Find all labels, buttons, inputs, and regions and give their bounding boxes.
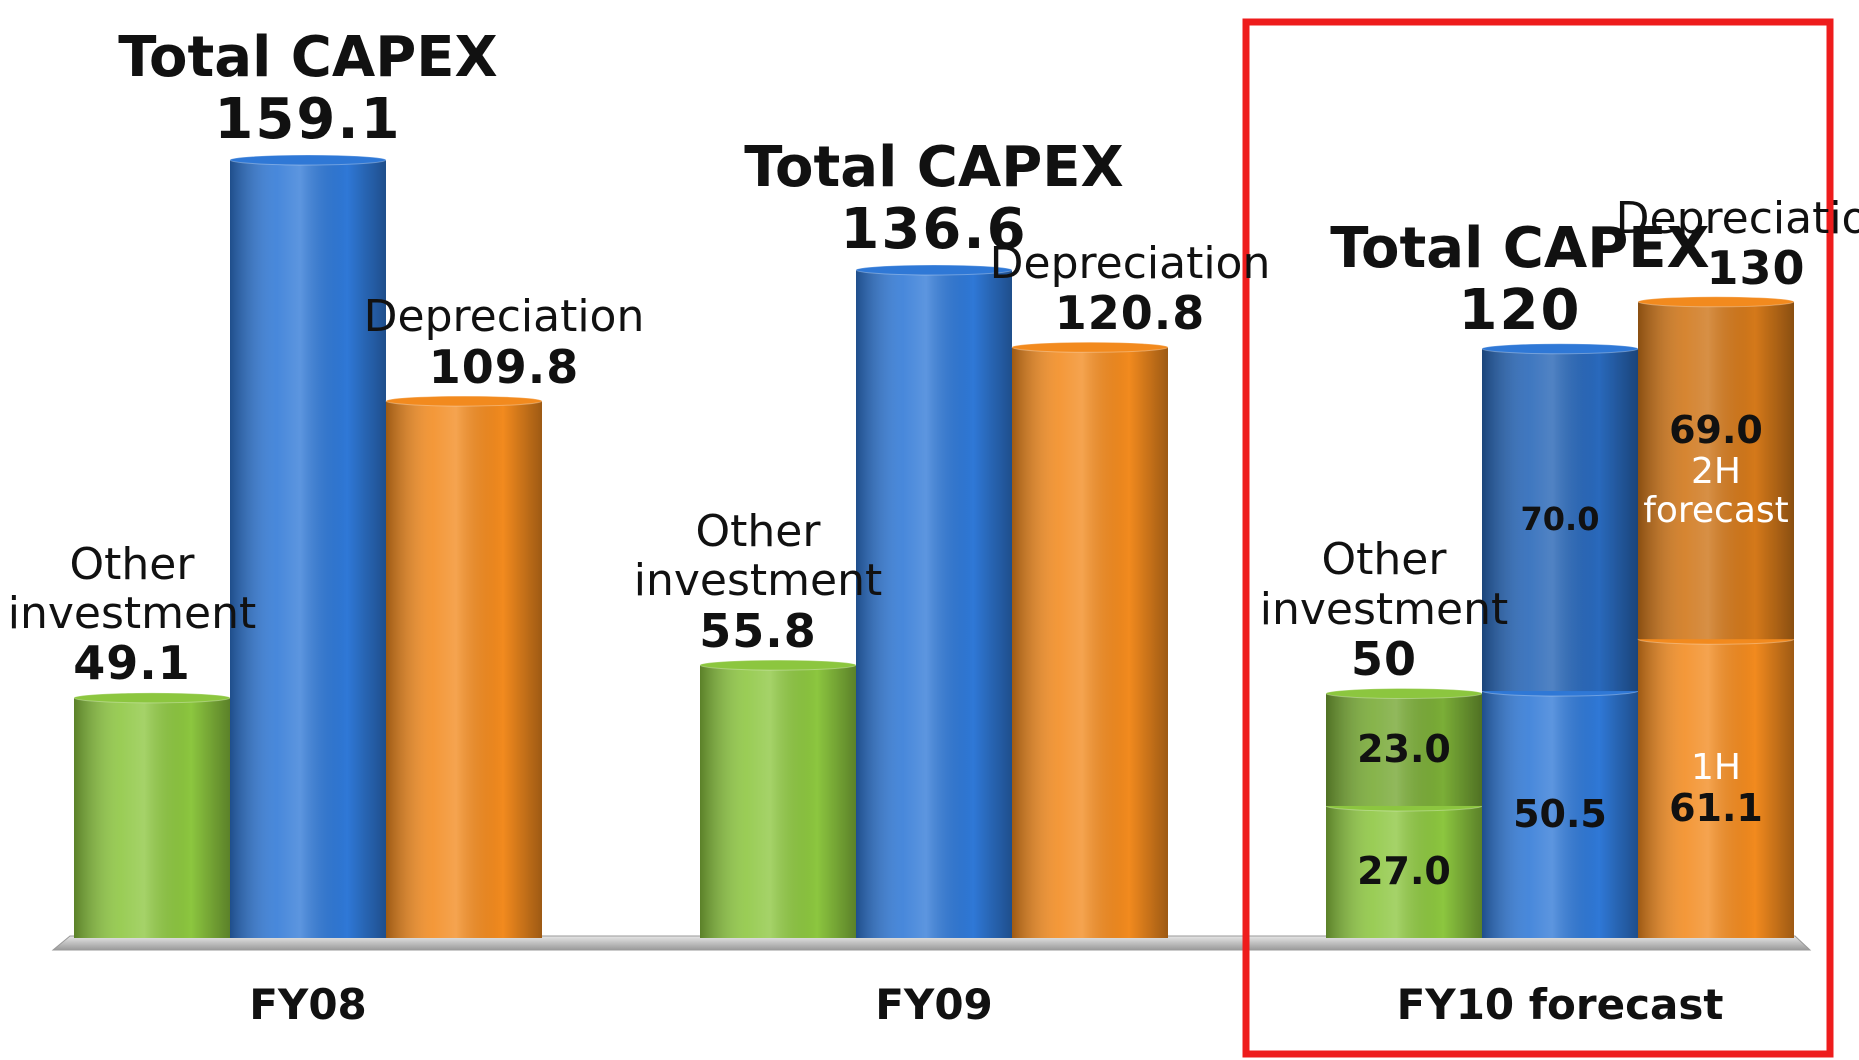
bar-label: Depreciation130 <box>1526 192 1859 295</box>
segment-label: 50.5 <box>1482 775 1638 855</box>
series-name: Depreciation <box>363 291 645 343</box>
x-tick-label: FY09 <box>875 980 993 1029</box>
bar-cap <box>1481 343 1639 355</box>
bar-cap <box>229 154 387 166</box>
floor <box>51 935 1812 951</box>
segment-value: 61.1 <box>1669 785 1763 830</box>
segment-value: 27.0 <box>1357 849 1451 894</box>
bar-cap <box>1011 341 1169 353</box>
bar-label: Total CAPEX 159.1 <box>78 24 538 153</box>
bar-shading <box>1012 347 1168 938</box>
bar-shading <box>700 665 856 938</box>
bar-shading <box>1638 301 1794 640</box>
bar-shading <box>386 401 542 939</box>
segment-label: 70.0 <box>1482 480 1638 560</box>
series-name: Total CAPEX <box>1330 215 1710 281</box>
bar-cap <box>855 264 1013 276</box>
value-label: 130 <box>1706 240 1806 295</box>
series-name: Depreciation <box>1615 192 1859 244</box>
bar-shading <box>1326 805 1482 938</box>
bar-label: Total CAPEX 136.6 <box>704 134 1164 263</box>
bar-label: Other investment 49.1 <box>7 540 257 690</box>
bar-cap <box>385 395 543 407</box>
bar-cap <box>73 692 231 704</box>
bar-shading <box>230 160 386 938</box>
bar-shading <box>856 270 1012 938</box>
bar-shading <box>1326 693 1482 806</box>
bar-shading <box>1482 348 1638 692</box>
series-name: Total CAPEX <box>118 24 498 90</box>
bar-label: Depreciation 109.8 <box>274 292 734 393</box>
bar-label: Total CAPEX 120 <box>1290 215 1750 344</box>
value-label: 120.8 <box>1054 285 1206 340</box>
value-label: 55.8 <box>699 603 817 658</box>
bar-label: Other investment 50 <box>1259 535 1509 685</box>
value-label: 120 <box>1458 278 1582 344</box>
bar-label: Depreciation 120.8 <box>900 237 1360 340</box>
bar-cap <box>1325 687 1483 699</box>
segment-value: 50.5 <box>1513 791 1607 836</box>
segment-name: 1H <box>1691 746 1741 788</box>
value-label: 159.1 <box>214 87 402 153</box>
bar-cap <box>1637 296 1795 308</box>
value-label: 136.6 <box>840 197 1028 263</box>
segment-label: 69.0 2H forecast <box>1638 409 1794 531</box>
value-label: 109.8 <box>428 339 580 394</box>
bar-shading <box>1482 691 1638 938</box>
highlight-frame <box>1242 18 1834 1058</box>
series-name: Other investment <box>1259 534 1509 635</box>
series-name: Depreciation <box>989 237 1271 289</box>
segment-name: 2H forecast <box>1643 450 1789 532</box>
series-name: Other investment <box>633 506 883 607</box>
bar-shading <box>1638 301 1794 640</box>
x-tick-label: FY10 forecast <box>1396 980 1724 1029</box>
bar-shading <box>1638 639 1794 938</box>
segment-label: 23.0 <box>1326 710 1482 790</box>
segment-label: 1H 61.1 <box>1638 748 1794 830</box>
value-label: 49.1 <box>73 636 191 691</box>
bar-cap <box>699 659 857 671</box>
x-tick-label: FY08 <box>249 980 367 1029</box>
segment-value: 23.0 <box>1357 726 1451 771</box>
bar-shading <box>74 697 230 938</box>
bar-label: Other investment 55.8 <box>633 507 883 657</box>
series-name: Other investment <box>7 538 257 640</box>
segment-value: 70.0 <box>1520 500 1600 539</box>
series-name: Total CAPEX <box>744 134 1124 200</box>
bar-shading <box>1326 693 1482 806</box>
value-label: 50 <box>1350 631 1417 686</box>
segment-label: 27.0 <box>1326 832 1482 912</box>
bar-shading <box>1482 348 1638 692</box>
segment-value: 69.0 <box>1669 408 1763 453</box>
